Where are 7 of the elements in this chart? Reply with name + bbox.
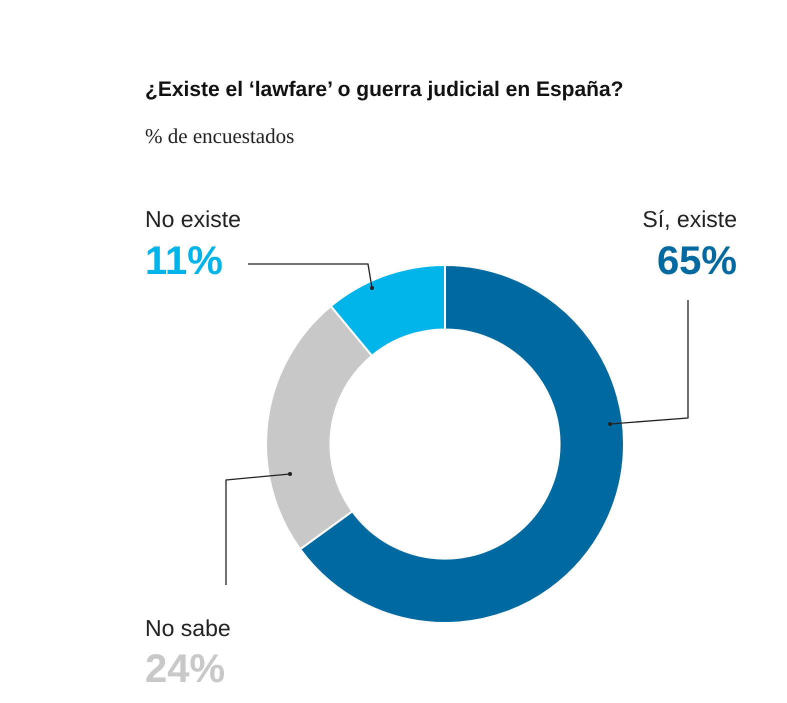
data-label: 11% (145, 239, 223, 283)
data-label: 65% (656, 239, 737, 283)
chart-subtitle: % de encuestados (145, 124, 294, 149)
slice-label: Sí, existe (642, 206, 737, 232)
slice-label: No sabe (145, 615, 231, 641)
chart-title: ¿Existe el ‘lawfare’ o guerra judicial en España? (145, 78, 624, 102)
slice-label: No existe (145, 206, 241, 232)
